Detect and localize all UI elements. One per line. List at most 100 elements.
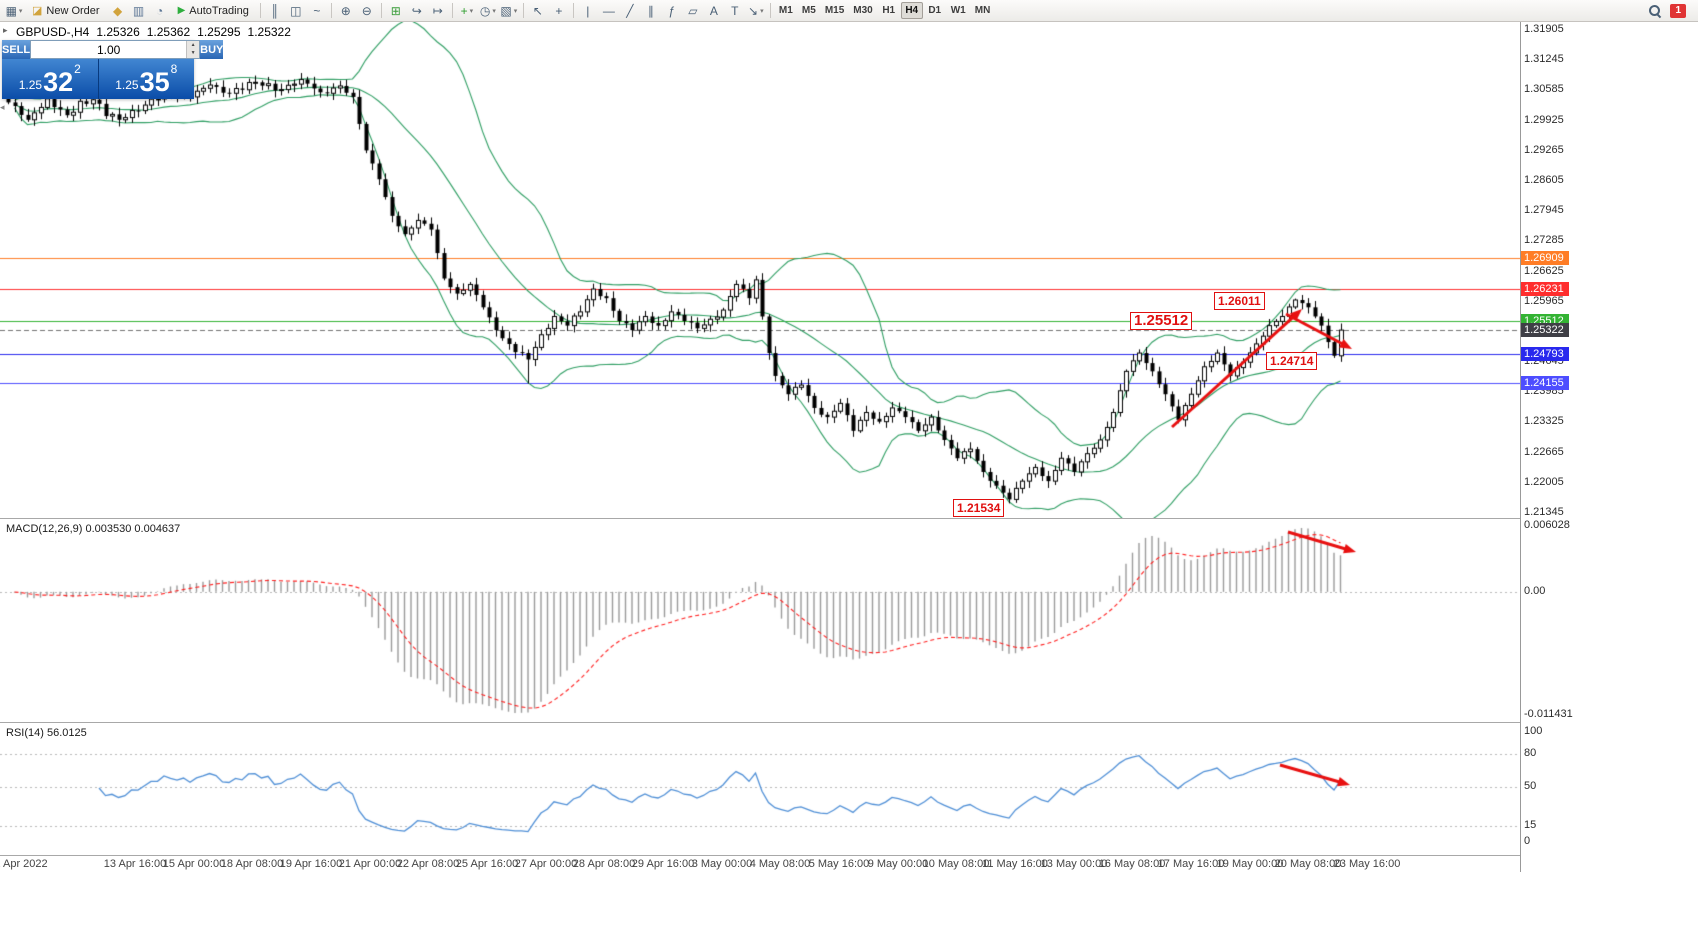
trendline-icon[interactable]: ╱ xyxy=(626,3,634,18)
text-label-icon[interactable]: T xyxy=(731,3,739,18)
timeframe-h1[interactable]: H1 xyxy=(882,5,896,16)
chevron-down-icon: ▾ xyxy=(469,7,474,15)
charts-profile-icon[interactable]: ▥ xyxy=(132,3,145,18)
price-tick: 1.22005 xyxy=(1524,475,1564,488)
chart-window: ▸ GBPUSD-,H4 1.25326 1.25362 1.25295 1.2… xyxy=(0,22,1573,872)
buy-price-button[interactable]: 1.25 35 8 xyxy=(98,59,194,99)
time-label: 5 May 16:00 xyxy=(808,858,870,870)
tile-windows-icon[interactable]: ⊞ xyxy=(390,3,401,18)
new-order-button[interactable]: ◪ New Order xyxy=(25,2,107,20)
indicators-icon[interactable]: + ▾ xyxy=(460,3,474,18)
buy-price-sup: 8 xyxy=(170,62,178,76)
horizontal-line-icon[interactable]: — xyxy=(602,3,615,18)
candlestick-chart-icon[interactable]: ◫ xyxy=(290,3,302,18)
price-tick: 1.26625 xyxy=(1524,264,1564,277)
rsi-axis-label: 80 xyxy=(1524,747,1537,759)
price-annotation[interactable]: 1.25512 xyxy=(1130,312,1193,330)
refresh-icon[interactable]: ◔ xyxy=(155,3,164,18)
new-chart-icon[interactable]: ▦ ▾ xyxy=(5,3,23,18)
timeframe-m15[interactable]: M15 xyxy=(824,5,845,16)
notification-badge[interactable]: 1 xyxy=(1670,3,1686,18)
price-annotation[interactable]: 1.26011 xyxy=(1214,292,1265,310)
search-icon[interactable] xyxy=(1648,4,1661,17)
text-icon[interactable]: A xyxy=(709,3,718,18)
macd-canvas[interactable] xyxy=(0,520,1520,723)
volume-stepper[interactable]: ▲ ▼ xyxy=(186,41,200,58)
price-tick: 1.25965 xyxy=(1524,294,1564,307)
mql5-community-icon[interactable]: ◆ xyxy=(112,3,123,18)
price-tag: 1.26909 xyxy=(1521,250,1569,265)
price-tag: 1.25322 xyxy=(1521,323,1569,338)
price-tick: 1.27945 xyxy=(1524,204,1564,217)
toolbar-separator xyxy=(380,3,382,18)
timeframe-d1[interactable]: D1 xyxy=(928,5,942,16)
new-order-icon: ◪ xyxy=(32,5,43,17)
time-label: 15 Apr 00:00 xyxy=(162,858,226,870)
templates-icon[interactable]: ▧ ▾ xyxy=(500,3,518,18)
chart-shift-icon[interactable]: ↦ xyxy=(432,3,443,18)
macd-axis-zero: 0.00 xyxy=(1524,584,1546,597)
chevron-down-icon: ▾ xyxy=(492,7,496,15)
cursor-icon[interactable]: ↖ xyxy=(532,3,543,18)
price-tick: 1.28605 xyxy=(1524,173,1564,186)
autotrading-button[interactable]: ▶ AutoTrading xyxy=(171,2,256,20)
time-label: 4 May 08:00 xyxy=(749,858,811,870)
price-tick: 1.21345 xyxy=(1524,506,1564,518)
main-toolbar: ▦ ▾ ◪ New Order ◆ ▥ ◔ ▶ AutoTrading ║ ◫ ~ ⊕ ⊖ ⊞ ↪ ↦ +… xyxy=(0,0,1698,22)
time-label: 12 Apr 2022 xyxy=(0,858,48,870)
vertical-line-icon[interactable]: | xyxy=(586,3,590,18)
volume-up-icon[interactable]: ▲ xyxy=(190,41,196,48)
bar-chart-icon[interactable]: ║ xyxy=(270,3,280,18)
price-tick: 1.27285 xyxy=(1524,234,1564,247)
time-label: 19 Apr 16:00 xyxy=(279,858,343,870)
buy-price-big: 35 xyxy=(139,67,170,97)
toolbar-icon-group-a: ◆ ▥ ◔ xyxy=(108,2,170,20)
toolbar-separator xyxy=(451,3,453,18)
buy-button[interactable]: BUY xyxy=(200,40,224,59)
main-chart-canvas[interactable] xyxy=(0,22,1520,518)
volume-input[interactable] xyxy=(31,41,187,58)
price-tag: 1.24155 xyxy=(1521,376,1569,391)
time-label: 16 May 08:00 xyxy=(1098,858,1166,870)
play-icon: ▶ xyxy=(177,5,186,16)
price-tick: 1.23325 xyxy=(1524,415,1564,428)
symbol-label: GBPUSD-,H4 xyxy=(16,25,90,39)
timeframe-m1[interactable]: M1 xyxy=(778,5,793,16)
rsi-axis-label: 50 xyxy=(1524,780,1537,792)
chart-expand-icon[interactable]: ▸ xyxy=(3,25,8,35)
low-value: 1.25295 xyxy=(197,25,241,39)
time-label: 22 Apr 08:00 xyxy=(396,858,460,870)
sell-button[interactable]: SELL xyxy=(2,40,31,59)
fibonacci-icon[interactable]: ƒ xyxy=(668,3,676,18)
periods-icon[interactable]: ◷ ▾ xyxy=(479,3,496,18)
line-chart-icon[interactable]: ~ xyxy=(313,3,321,18)
price-pane: ▸ GBPUSD-,H4 1.25326 1.25362 1.25295 1.2… xyxy=(0,22,1568,518)
price-tick: 1.29925 xyxy=(1524,113,1564,126)
one-click-collapse-icon[interactable]: ◂ xyxy=(0,102,5,112)
zoom-in-icon[interactable]: ⊕ xyxy=(340,3,351,18)
volume-down-icon[interactable]: ▼ xyxy=(190,50,196,57)
crosshair-icon[interactable]: + xyxy=(555,3,563,18)
price-annotation[interactable]: 1.21534 xyxy=(953,499,1005,517)
toolbar-right: 1 xyxy=(1648,3,1694,18)
timeframe-mn[interactable]: MN xyxy=(974,5,991,16)
channel-icon[interactable]: ∥ xyxy=(647,3,654,18)
sell-price-button[interactable]: 1.25 32 2 xyxy=(2,59,99,99)
autotrading-label: AutoTrading xyxy=(189,4,249,17)
zoom-out-icon[interactable]: ⊖ xyxy=(361,3,372,18)
timeframe-w1[interactable]: W1 xyxy=(950,5,966,16)
new-order-label: New Order xyxy=(46,4,100,17)
sell-price-sup: 2 xyxy=(74,62,81,76)
auto-scroll-icon[interactable]: ↪ xyxy=(411,3,422,18)
rsi-axis-label: 100 xyxy=(1524,725,1543,737)
timeframe-m5[interactable]: M5 xyxy=(801,5,816,16)
timeframe-m30[interactable]: M30 xyxy=(853,5,873,16)
rsi-canvas[interactable] xyxy=(0,724,1520,856)
price-annotation[interactable]: 1.24714 xyxy=(1266,352,1318,370)
arrows-tool-icon[interactable]: ↘ ▾ xyxy=(748,3,764,18)
close-value: 1.25322 xyxy=(247,25,291,39)
timeframe-h4[interactable]: H4 xyxy=(900,2,923,19)
shapes-icon[interactable]: ▱ xyxy=(688,3,698,18)
